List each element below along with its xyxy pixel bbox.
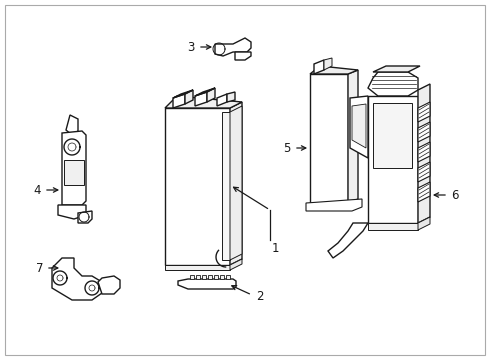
Polygon shape xyxy=(418,84,430,223)
Polygon shape xyxy=(165,108,230,265)
Polygon shape xyxy=(235,52,251,60)
Polygon shape xyxy=(208,275,212,279)
Polygon shape xyxy=(310,74,348,203)
Polygon shape xyxy=(418,142,430,162)
Polygon shape xyxy=(78,211,92,223)
Polygon shape xyxy=(352,104,366,148)
Polygon shape xyxy=(230,259,242,270)
Text: 7: 7 xyxy=(35,261,43,274)
Polygon shape xyxy=(418,162,430,182)
Polygon shape xyxy=(195,88,215,96)
Polygon shape xyxy=(195,92,207,106)
Polygon shape xyxy=(418,217,430,230)
Polygon shape xyxy=(348,70,358,203)
Polygon shape xyxy=(98,276,120,294)
Polygon shape xyxy=(230,106,242,260)
Polygon shape xyxy=(314,60,324,74)
Polygon shape xyxy=(62,131,86,205)
Polygon shape xyxy=(52,258,102,300)
Polygon shape xyxy=(310,66,358,74)
Text: 2: 2 xyxy=(256,291,264,303)
Polygon shape xyxy=(64,160,84,185)
Polygon shape xyxy=(220,275,224,279)
Polygon shape xyxy=(215,38,251,56)
Polygon shape xyxy=(190,275,194,279)
Polygon shape xyxy=(418,102,430,122)
Polygon shape xyxy=(324,58,332,70)
Polygon shape xyxy=(328,223,368,258)
Polygon shape xyxy=(173,90,193,98)
Polygon shape xyxy=(178,279,236,289)
Polygon shape xyxy=(227,92,235,102)
Polygon shape xyxy=(173,94,185,108)
Polygon shape xyxy=(202,275,206,279)
Polygon shape xyxy=(350,96,368,158)
Polygon shape xyxy=(214,275,218,279)
Polygon shape xyxy=(373,66,420,72)
Polygon shape xyxy=(373,103,412,168)
Polygon shape xyxy=(418,122,430,142)
Text: 4: 4 xyxy=(33,184,41,197)
Polygon shape xyxy=(165,96,242,108)
Polygon shape xyxy=(226,275,230,279)
Polygon shape xyxy=(185,90,193,104)
Polygon shape xyxy=(230,102,242,265)
Polygon shape xyxy=(306,199,362,211)
Polygon shape xyxy=(217,94,227,106)
Text: 5: 5 xyxy=(284,141,291,154)
Polygon shape xyxy=(207,88,215,102)
Polygon shape xyxy=(165,265,230,270)
Polygon shape xyxy=(368,96,418,223)
Polygon shape xyxy=(222,112,230,260)
Polygon shape xyxy=(418,182,430,202)
Polygon shape xyxy=(58,205,86,219)
Polygon shape xyxy=(66,115,78,135)
Polygon shape xyxy=(196,275,200,279)
Text: 6: 6 xyxy=(451,189,459,202)
Polygon shape xyxy=(368,223,418,230)
Text: 1: 1 xyxy=(272,242,279,255)
Polygon shape xyxy=(368,72,418,96)
Text: 3: 3 xyxy=(188,41,195,54)
